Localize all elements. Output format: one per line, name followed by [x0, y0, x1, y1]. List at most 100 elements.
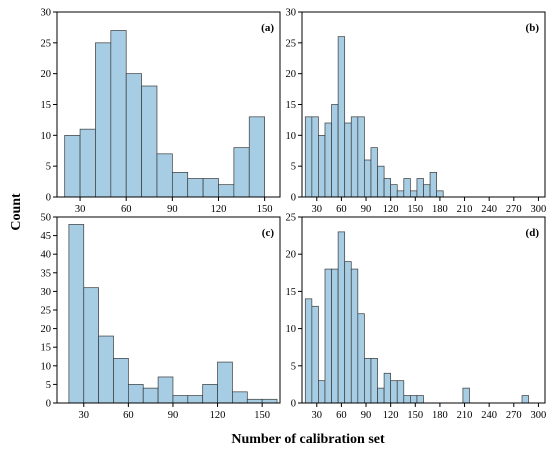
x-tick-label: 90	[361, 410, 372, 421]
x-tick-label: 150	[254, 410, 270, 421]
y-tick-label: 10	[41, 361, 52, 372]
bar	[364, 358, 372, 404]
bar	[83, 287, 99, 404]
y-tick-label: 15	[41, 343, 52, 354]
y-tick-label: 30	[286, 8, 297, 19]
y-tick-label: 5	[46, 380, 51, 391]
x-tick-label: 240	[481, 410, 497, 421]
bar	[331, 104, 339, 198]
bar	[233, 147, 250, 198]
x-tick-label: 60	[123, 410, 134, 421]
x-tick-label: 210	[457, 204, 473, 215]
y-tick-label: 20	[41, 324, 52, 335]
x-tick-label: 30	[312, 410, 323, 421]
bar	[350, 116, 359, 198]
y-tick-label: 25	[286, 38, 297, 49]
bar	[357, 116, 365, 198]
bar	[157, 376, 174, 404]
bar	[110, 30, 127, 198]
bar	[436, 190, 444, 198]
bar	[423, 184, 431, 198]
bar	[79, 128, 96, 198]
bar	[377, 387, 385, 404]
plot-frame	[301, 216, 546, 404]
y-tick-label: 5	[291, 361, 296, 372]
bar	[337, 36, 346, 198]
panel-d: 0 5 10 15 20 25 30 60 90 120 150 180 210 240 270 300 (d)	[286, 213, 547, 422]
bar	[344, 261, 352, 404]
x-tick-label: 120	[211, 204, 227, 215]
bar	[232, 391, 248, 404]
y-tick-label: 20	[286, 69, 297, 80]
bar	[416, 395, 424, 404]
bar	[403, 395, 411, 404]
y-tick-label: 50	[41, 213, 52, 224]
x-tick-label: 240	[481, 204, 497, 215]
y-tick-label: 0	[46, 193, 51, 204]
panel-label: (b)	[526, 22, 540, 34]
y-tick-label: 5	[46, 162, 51, 173]
bar	[318, 134, 326, 198]
y-tick-label: 35	[41, 268, 52, 279]
y-tick-label: 25	[286, 213, 297, 224]
bar	[344, 122, 352, 198]
y-tick-label: 15	[286, 100, 297, 111]
y-tick-label: 10	[286, 131, 297, 142]
bar	[462, 387, 470, 404]
bar	[187, 178, 204, 198]
bar	[304, 298, 313, 404]
bar	[113, 358, 129, 404]
bar	[331, 268, 339, 404]
y-tick-label: 25	[41, 306, 52, 317]
bar	[142, 387, 159, 404]
bar	[377, 165, 385, 198]
bar	[410, 190, 418, 198]
x-tick-label: 120	[383, 410, 399, 421]
bar	[429, 171, 437, 198]
bar	[383, 372, 392, 404]
bar	[217, 361, 233, 404]
panel-a: 0 5 10 15 20 25 30 30 60 90 120 150 (a)	[41, 8, 281, 215]
bar	[202, 384, 218, 404]
y-tick-label: 30	[41, 8, 52, 19]
x-tick-label: 60	[336, 204, 347, 215]
panel-c: 0 5 10 15 20 25 30 35 40 45 50 30 60 90 120 150 (c)	[41, 213, 281, 421]
x-tick-label: 60	[121, 204, 132, 215]
x-tick-label: 90	[167, 204, 178, 215]
bar	[311, 116, 319, 198]
bar	[172, 395, 189, 404]
bar	[396, 380, 405, 404]
y-tick-label: 40	[41, 250, 52, 261]
y-tick-label: 0	[291, 399, 296, 410]
bar	[364, 159, 372, 198]
y-tick-label: 20	[41, 69, 52, 80]
y-axis-title: Count	[9, 193, 24, 231]
bar	[128, 384, 144, 404]
x-tick-label: 150	[257, 204, 273, 215]
y-tick-label: 0	[291, 193, 296, 204]
bar	[324, 122, 332, 198]
x-tick-label: 180	[432, 204, 448, 215]
bar	[304, 116, 313, 198]
x-tick-label: 270	[506, 410, 522, 421]
x-tick-label: 60	[336, 410, 347, 421]
y-tick-label: 25	[41, 38, 52, 49]
y-tick-label: 10	[41, 131, 52, 142]
bar	[261, 398, 278, 404]
y-tick-label: 10	[286, 324, 297, 335]
bar	[390, 184, 398, 198]
y-tick-label: 5	[291, 162, 296, 173]
bar	[318, 380, 326, 404]
bar	[311, 305, 319, 404]
y-tick-label: 45	[41, 231, 52, 242]
x-tick-label: 150	[407, 204, 423, 215]
bar	[416, 178, 424, 198]
y-tick-label: 15	[41, 100, 52, 111]
x-tick-label: 30	[312, 204, 323, 215]
bar	[357, 313, 365, 404]
x-tick-label: 300	[531, 410, 547, 421]
x-tick-label: 120	[210, 410, 226, 421]
bar	[98, 335, 114, 404]
x-tick-label: 210	[457, 410, 473, 421]
bar	[396, 190, 405, 198]
